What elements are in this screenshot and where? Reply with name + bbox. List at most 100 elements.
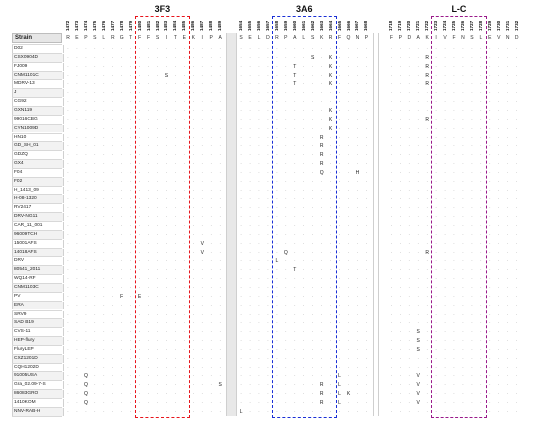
identity-dot: . bbox=[417, 80, 419, 87]
identity-dot: . bbox=[285, 266, 287, 273]
identity-dot: . bbox=[489, 160, 491, 167]
identity-dot: . bbox=[147, 328, 150, 335]
reference-residue: N bbox=[355, 35, 360, 41]
identity-dot: . bbox=[471, 213, 473, 220]
identity-dot: . bbox=[515, 195, 518, 202]
identity-dot: . bbox=[480, 292, 482, 299]
identity-dot: . bbox=[347, 89, 350, 96]
identity-dot: . bbox=[444, 319, 446, 326]
mutation-residue: R bbox=[425, 72, 429, 79]
identity-dot: . bbox=[320, 115, 323, 122]
row-separator bbox=[12, 167, 62, 169]
identity-dot: . bbox=[85, 98, 87, 105]
identity-dot: . bbox=[399, 160, 401, 167]
identity-dot: . bbox=[192, 390, 194, 397]
identity-dot: . bbox=[258, 115, 260, 122]
identity-dot: . bbox=[267, 310, 269, 317]
identity-dot: . bbox=[480, 71, 482, 78]
identity-dot: . bbox=[365, 230, 368, 237]
identity-dot: . bbox=[258, 177, 260, 184]
identity-dot: . bbox=[390, 177, 393, 184]
identity-dot: . bbox=[480, 266, 482, 273]
identity-dot: . bbox=[249, 89, 251, 96]
identity-dot: . bbox=[192, 168, 194, 175]
identity-dot: . bbox=[329, 328, 332, 335]
identity-dot: . bbox=[506, 89, 509, 96]
identity-dot: . bbox=[453, 275, 455, 282]
identity-dot: . bbox=[76, 381, 78, 388]
identity-dot: . bbox=[347, 407, 350, 414]
identity-dot: . bbox=[192, 45, 194, 51]
identity-dot: . bbox=[129, 328, 132, 335]
identity-dot: . bbox=[147, 337, 150, 344]
row-separator bbox=[12, 52, 62, 54]
identity-dot: . bbox=[201, 301, 203, 308]
identity-dot: . bbox=[365, 151, 368, 158]
identity-dot: . bbox=[165, 345, 168, 352]
identity-dot: . bbox=[249, 310, 251, 317]
identity-dot: . bbox=[240, 133, 242, 140]
mutation-residue: V bbox=[200, 249, 204, 256]
mutation-residue: T bbox=[293, 81, 297, 88]
identity-dot: . bbox=[435, 71, 437, 78]
identity-dot: . bbox=[249, 124, 251, 131]
mutation-residue: T bbox=[293, 267, 297, 274]
identity-dot: . bbox=[94, 62, 96, 69]
identity-dot: . bbox=[390, 89, 393, 96]
identity-dot: . bbox=[103, 160, 105, 167]
identity-dot: . bbox=[183, 292, 186, 299]
identity-dot: . bbox=[338, 89, 341, 96]
identity-dot: . bbox=[320, 213, 323, 220]
identity-dot: . bbox=[76, 399, 78, 405]
mutation-residue: E bbox=[137, 293, 142, 300]
strain-name: CG92 bbox=[14, 99, 27, 105]
identity-dot: . bbox=[320, 80, 323, 87]
identity-dot: . bbox=[498, 222, 500, 228]
identity-dot: . bbox=[120, 319, 123, 326]
identity-dot: . bbox=[480, 89, 482, 96]
identity-dot: . bbox=[267, 142, 269, 149]
identity-dot: . bbox=[156, 239, 159, 246]
identity-dot: . bbox=[219, 407, 221, 414]
identity-dot: . bbox=[471, 239, 473, 246]
identity-dot: . bbox=[219, 372, 221, 379]
identity-dot: . bbox=[138, 266, 141, 273]
identity-dot: . bbox=[112, 319, 114, 326]
identity-dot: . bbox=[85, 222, 87, 228]
identity-dot: . bbox=[201, 142, 203, 149]
identity-dot: . bbox=[210, 160, 212, 167]
identity-dot: . bbox=[85, 124, 87, 131]
identity-dot: . bbox=[462, 319, 464, 326]
identity-dot: . bbox=[94, 204, 96, 211]
identity-dot: . bbox=[356, 177, 359, 184]
identity-dot: . bbox=[201, 372, 203, 379]
identity-dot: . bbox=[285, 301, 287, 308]
identity-dot: . bbox=[138, 239, 141, 246]
identity-dot: . bbox=[417, 301, 419, 308]
identity-dot: . bbox=[219, 354, 221, 361]
identity-dot: . bbox=[356, 337, 359, 344]
identity-dot: . bbox=[129, 168, 132, 175]
identity-dot: . bbox=[201, 177, 203, 184]
identity-dot: . bbox=[489, 204, 491, 211]
identity-dot: . bbox=[258, 337, 260, 344]
position-label: 1718 bbox=[388, 20, 394, 31]
identity-dot: . bbox=[183, 239, 186, 246]
identity-dot: . bbox=[399, 89, 401, 96]
identity-dot: . bbox=[408, 292, 410, 299]
identity-dot: . bbox=[311, 239, 314, 246]
identity-dot: . bbox=[174, 89, 177, 96]
identity-dot: . bbox=[210, 213, 212, 220]
identity-dot: . bbox=[165, 98, 168, 105]
identity-dot: . bbox=[138, 142, 141, 149]
identity-dot: . bbox=[320, 248, 323, 255]
identity-dot: . bbox=[138, 275, 141, 282]
identity-dot: . bbox=[338, 230, 341, 237]
identity-dot: . bbox=[174, 275, 177, 282]
identity-dot: . bbox=[192, 195, 194, 202]
identity-dot: . bbox=[444, 124, 446, 131]
identity-dot: . bbox=[462, 177, 464, 184]
identity-dot: . bbox=[129, 142, 132, 149]
identity-dot: . bbox=[85, 230, 87, 237]
identity-dot: . bbox=[365, 319, 368, 326]
